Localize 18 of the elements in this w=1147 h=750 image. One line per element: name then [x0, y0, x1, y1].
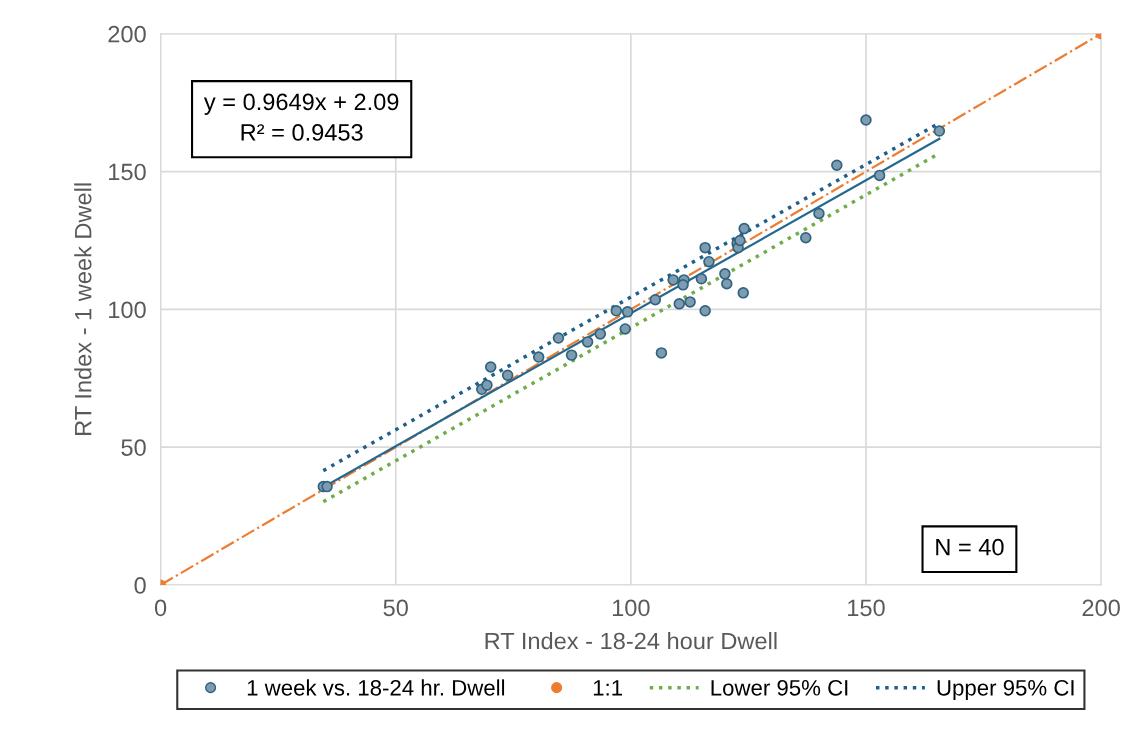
annotation: y = 0.9649x + 2.09 R² = 0.9453 — [203, 93, 399, 141]
x-tick-label: 200 — [1082, 599, 1120, 617]
x-axis-title: RT Index - 18-24 hour Dwell — [485, 632, 777, 650]
y-tick-label: 0 — [134, 577, 146, 594]
y-tick-label: 100 — [109, 301, 146, 319]
legend-label: 1 week vs. 18-24 hr. Dwell — [247, 679, 505, 696]
legend-label: Lower 95% CI — [711, 679, 848, 696]
annotation: N = 40 — [936, 538, 1004, 556]
x-tick-label: 50 — [383, 599, 408, 617]
legend-label: 1:1 — [593, 680, 622, 696]
legend-label: Upper 95% CI — [937, 679, 1074, 701]
x-tick-label: 100 — [612, 599, 650, 617]
y-tick-label: 200 — [108, 25, 146, 43]
x-tick-label: 0 — [154, 599, 167, 617]
y-tick-label: 150 — [109, 163, 146, 181]
y-tick-label: 50 — [121, 439, 146, 456]
x-tick-label: 150 — [848, 599, 885, 617]
y-axis-title: RT Index - 1 week Dwell — [74, 183, 92, 435]
